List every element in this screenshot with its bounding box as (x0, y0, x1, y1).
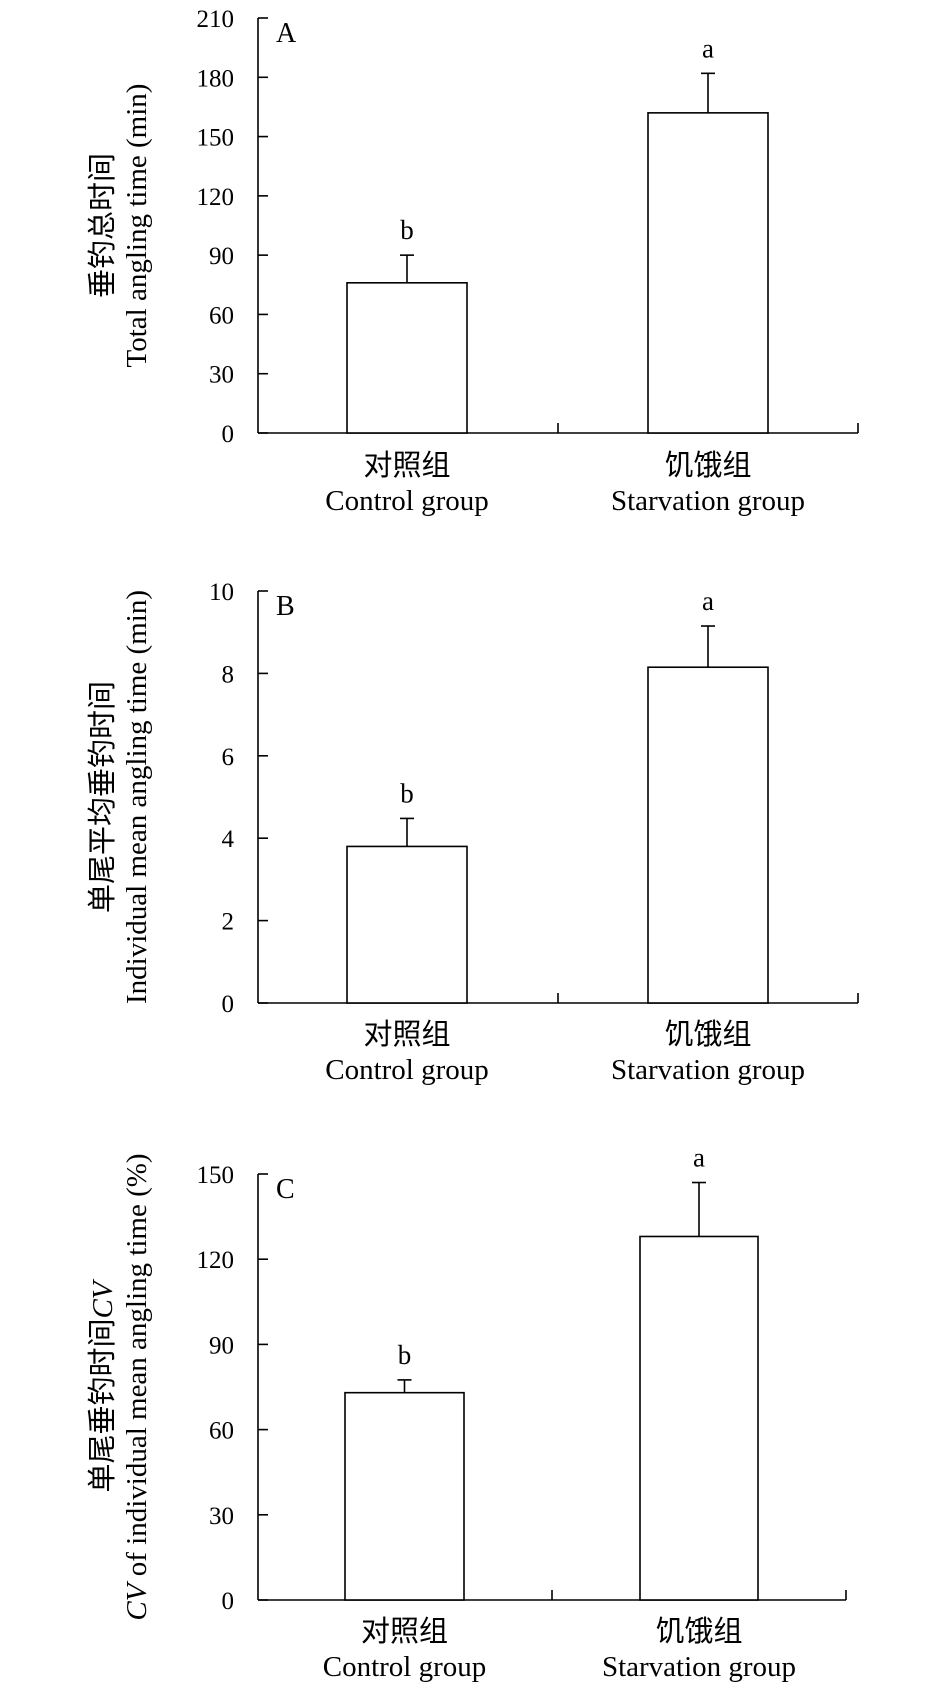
y-axis-label-cn: 垂钓总时间 (86, 153, 119, 298)
y-tick-label: 120 (197, 184, 235, 211)
panel-label: B (276, 591, 295, 622)
significance-letter: b (400, 778, 414, 808)
y-tick-label: 0 (222, 1588, 235, 1615)
y-tick-label: 0 (222, 421, 235, 448)
category-label-en: Starvation group (611, 1054, 805, 1086)
y-tick-label: 90 (209, 1332, 234, 1359)
bar-control (346, 845, 468, 1004)
bar-control (344, 1391, 465, 1601)
y-axis-label-en: Individual mean angling time (min) (121, 590, 153, 1004)
category-label-cn: 饥饿组 (664, 1018, 751, 1051)
y-tick-label: 210 (197, 6, 235, 33)
y-tick-label: 0 (222, 991, 235, 1018)
y-tick-label: 4 (222, 826, 235, 853)
category-label-en: Control group (325, 485, 489, 517)
y-tick-label: 30 (209, 1503, 234, 1530)
y-axis-label-en-text: of individual mean angling time (%) (121, 1153, 153, 1583)
bar-control (346, 282, 468, 434)
y-tick-label: 8 (222, 661, 235, 688)
bar-starvation (639, 1235, 759, 1601)
bar-starvation (647, 666, 769, 1004)
y-tick-label: 90 (209, 243, 234, 270)
significance-letter: a (702, 586, 714, 616)
y-axis-label-en-italic: CV (121, 1580, 153, 1620)
significance-letter: a (702, 33, 714, 63)
y-axis-label-en-text: Individual mean angling time (min) (121, 590, 153, 1004)
category-label-en: Control group (323, 1651, 487, 1683)
panel-label: C (276, 1174, 295, 1205)
bar-starvation (647, 112, 769, 434)
y-tick-label: 60 (209, 302, 234, 329)
panel-label: A (276, 18, 297, 49)
category-label-en: Starvation group (611, 485, 805, 517)
y-axis-label-cn: 单尾垂钓时间CV (86, 1278, 119, 1492)
category-label-en: Control group (325, 1054, 489, 1086)
category-label-cn: 对照组 (363, 1018, 450, 1051)
category-label-cn: 对照组 (363, 449, 450, 482)
y-tick-label: 10 (209, 579, 234, 606)
category-label-cn: 饥饿组 (664, 449, 751, 482)
y-axis-label-en: Total angling time (min) (121, 84, 153, 368)
significance-letter: a (693, 1143, 705, 1173)
y-tick-label: 150 (197, 1162, 235, 1189)
category-label-en: Starvation group (602, 1651, 796, 1683)
category-label-cn: 饥饿组 (655, 1615, 742, 1648)
y-tick-label: 2 (222, 909, 235, 936)
category-label-cn: 对照组 (361, 1615, 448, 1648)
y-tick-label: 180 (197, 65, 235, 92)
significance-letter: b (400, 215, 414, 245)
significance-letter: b (398, 1340, 412, 1370)
y-axis-label-cn-cv: CV (87, 1278, 119, 1318)
y-axis-label-en-text: Total angling time (min) (121, 84, 153, 368)
y-tick-label: 6 (222, 744, 235, 771)
y-tick-label: 150 (197, 125, 235, 152)
y-axis-label-cn: 单尾平均垂钓时间 (86, 681, 119, 913)
y-tick-label: 60 (209, 1418, 234, 1445)
y-axis-label-en: CV of individual mean angling time (%) (121, 1153, 153, 1620)
y-tick-label: 30 (209, 362, 234, 389)
y-tick-label: 120 (197, 1247, 235, 1274)
y-axis-label-cn-text: 单尾垂钓时间 (86, 1319, 119, 1493)
